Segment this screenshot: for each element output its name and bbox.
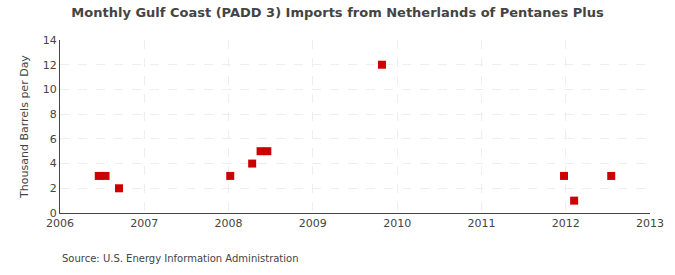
- svg-text:2013: 2013: [636, 217, 664, 230]
- svg-text:2008: 2008: [215, 217, 243, 230]
- svg-text:12: 12: [43, 59, 57, 72]
- svg-text:6: 6: [50, 133, 57, 146]
- svg-text:8: 8: [50, 108, 57, 121]
- svg-text:2012: 2012: [552, 217, 580, 230]
- svg-text:14: 14: [43, 34, 57, 47]
- svg-text:Thousand Barrels per Day: Thousand Barrels per Day: [18, 55, 31, 199]
- svg-text:2011: 2011: [467, 217, 495, 230]
- svg-text:2010: 2010: [383, 217, 411, 230]
- svg-text:2007: 2007: [130, 217, 158, 230]
- svg-text:0: 0: [50, 207, 57, 220]
- svg-text:Monthly Gulf Coast (PADD 3) Im: Monthly Gulf Coast (PADD 3) Imports from…: [71, 5, 604, 20]
- svg-text:4: 4: [50, 157, 57, 170]
- svg-text:2006: 2006: [46, 217, 74, 230]
- svg-text:2: 2: [50, 182, 57, 195]
- svg-text:Source: U.S. Energy Informatio: Source: U.S. Energy Information Administ…: [62, 253, 299, 264]
- svg-text:10: 10: [43, 83, 57, 96]
- svg-text:2009: 2009: [299, 217, 327, 230]
